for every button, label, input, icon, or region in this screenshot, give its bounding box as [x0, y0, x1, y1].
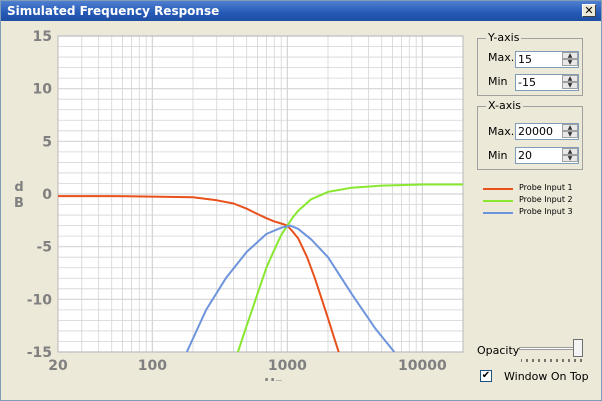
window-on-top-label[interactable]: Window On Top [504, 370, 589, 383]
xaxis-min-label: Min [488, 149, 508, 162]
spin-down-arrow-icon[interactable]: ▼ [562, 131, 578, 138]
yaxis-group-label: Y-axis [486, 31, 522, 44]
yaxis-max-spinner[interactable]: ▲ ▼ [515, 51, 579, 68]
spin-up-arrow-icon[interactable]: ▲ [562, 52, 578, 59]
y-tick-label: 10 [33, 82, 53, 98]
yaxis-max-input[interactable] [516, 52, 562, 67]
plot-border [57, 35, 464, 353]
legend-swatch [483, 200, 513, 202]
yaxis-group: Y-axis Max. ▲ ▼ Min ▲ ▼ [477, 31, 583, 96]
close-button[interactable]: ✕ [582, 4, 596, 17]
legend-label: Probe Input 2 [519, 195, 573, 204]
opacity-label: Opacity [477, 344, 520, 357]
spin-up-arrow-icon[interactable]: ▲ [562, 148, 578, 155]
legend-swatch [483, 212, 513, 214]
checkmark-icon: ✔ [481, 370, 491, 381]
yaxis-max-label: Max. [488, 51, 515, 64]
yaxis-min-label: Min [488, 75, 508, 88]
y-tick-label: 5 [42, 134, 52, 150]
slider-ticks [521, 359, 582, 362]
xaxis-min-input[interactable] [516, 148, 562, 163]
xaxis-group: X-axis Max. ▲ ▼ Min ▲ ▼ [477, 99, 583, 170]
spin-down-arrow-icon[interactable]: ▼ [562, 82, 578, 89]
close-icon: ✕ [584, 4, 594, 17]
xaxis-max-spinner[interactable]: ▲ ▼ [515, 123, 579, 140]
yaxis-min-input[interactable] [516, 75, 562, 90]
spin-down-arrow-icon[interactable]: ▼ [562, 59, 578, 66]
xaxis-min-spinner[interactable]: ▲ ▼ [515, 147, 579, 164]
legend-label: Probe Input 1 [519, 183, 573, 192]
y-tick-label: 0 [42, 187, 52, 203]
spin-down-arrow-icon[interactable]: ▼ [562, 155, 578, 162]
y-tick-label: -15 [27, 345, 52, 361]
series-line-1 [58, 195, 340, 352]
x-tick-label: 1000 [268, 358, 307, 374]
window-on-top-checkbox[interactable]: ✔ [480, 370, 492, 382]
x-tick-label: 100 [138, 358, 167, 374]
spin-up-arrow-icon[interactable]: ▲ [562, 75, 578, 82]
title-bar[interactable]: Simulated Frequency Response ✕ [1, 1, 601, 21]
x-tick-label: 10000 [398, 358, 447, 374]
legend-item: Probe Input 3 [479, 207, 589, 219]
legend-item: Probe Input 1 [479, 183, 589, 195]
series-line-3 [185, 224, 396, 352]
y-tick-label: -10 [27, 292, 53, 308]
legend-label: Probe Input 3 [519, 207, 573, 216]
opacity-slider[interactable] [519, 339, 585, 365]
yaxis-min-spinner[interactable]: ▲ ▼ [515, 74, 579, 91]
series-line-2 [236, 183, 463, 352]
xaxis-group-label: X-axis [486, 99, 523, 112]
x-tick-label: 20 [48, 358, 68, 374]
slider-thumb[interactable] [573, 339, 583, 357]
xaxis-max-label: Max. [488, 125, 515, 138]
x-axis-label: Hz [264, 377, 282, 381]
legend-swatch [483, 188, 513, 190]
window-title: Simulated Frequency Response [7, 4, 220, 18]
chart-legend: Probe Input 1 Probe Input 2 Probe Input … [479, 183, 589, 219]
spin-up-arrow-icon[interactable]: ▲ [562, 124, 578, 131]
legend-item: Probe Input 2 [479, 195, 589, 207]
xaxis-max-input[interactable] [516, 124, 562, 139]
y-tick-label: -5 [36, 240, 52, 256]
y-tick-label: 15 [33, 29, 52, 45]
